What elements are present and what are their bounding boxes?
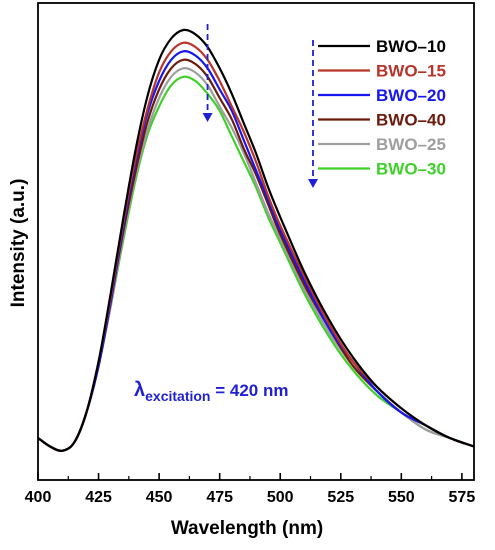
excitation-value: = 420 nm [210,381,288,400]
x-tick-label: 425 [85,489,112,506]
x-tick-label: 475 [206,489,233,506]
x-tick-label: 500 [267,489,294,506]
y-axis-title: Intensity (a.u.) [8,179,29,308]
x-tick-label: 525 [327,489,354,506]
legend-trend-arrow-head [308,179,318,188]
legend: BWO–10 BWO–15 BWO–20 BWO–40 BWO–25 BWO–30 [318,37,446,179]
legend-label-6: BWO–30 [376,160,446,179]
x-tick-label: 400 [25,489,52,506]
lambda-symbol: λ [134,379,145,401]
peak-trend-arrow-head [202,113,213,122]
legend-label-3: BWO–20 [376,86,446,105]
plot-frame [37,2,475,481]
legend-label-5: BWO–25 [376,135,446,154]
excitation-subscript: excitation [145,388,210,404]
legend-label-1: BWO–10 [376,37,446,56]
x-axis-title: Wavelength (nm) [171,518,323,539]
trend-arrows [202,24,318,188]
legend-label-2: BWO–15 [376,62,446,81]
excitation-annotation: λexcitation = 420 nm [134,379,288,404]
legend-label-4: BWO–40 [376,111,446,130]
x-tick-label: 575 [449,489,476,506]
x-tick-label: 550 [388,489,415,506]
x-tick-label: 450 [146,489,173,506]
x-axis-ticks: 400 425 450 475 500 525 550 575 [25,473,476,506]
